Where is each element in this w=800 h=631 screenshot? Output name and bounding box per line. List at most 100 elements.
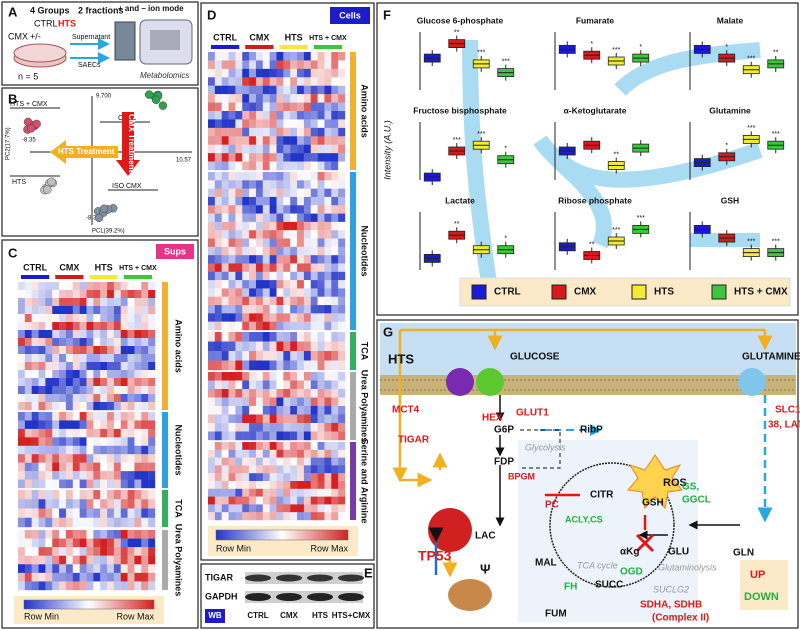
heatmap-cell	[45, 508, 53, 518]
heatmap-cell	[86, 437, 94, 446]
heatmap-cell	[127, 445, 135, 455]
heatmap-cell	[283, 442, 291, 450]
heatmap-cell	[303, 255, 311, 264]
heatmap-cell	[324, 288, 332, 297]
heatmap-cell	[276, 205, 284, 214]
blot-band	[245, 574, 271, 582]
heatmap-cell	[276, 406, 284, 415]
heatmap-cell	[228, 457, 236, 466]
heatmap-cell	[269, 288, 277, 297]
heatmap-cell	[113, 354, 121, 363]
heatmap-cell	[331, 488, 339, 497]
heatmap-cell	[134, 462, 142, 472]
heatmap-cell	[107, 370, 115, 379]
heatmap-cell	[283, 119, 291, 129]
heatmap-cell	[120, 370, 128, 379]
heatmap-cell	[262, 380, 270, 390]
label: C	[8, 245, 18, 260]
heatmap-cell	[52, 330, 60, 339]
heatmap-cell	[221, 77, 229, 86]
heatmap-cell	[290, 389, 298, 398]
heatmap-cell	[290, 180, 298, 189]
heatmap-cell	[79, 428, 87, 438]
heatmap-cell	[45, 412, 53, 421]
heatmap-cell	[59, 282, 67, 291]
heatmap-cell	[214, 161, 222, 171]
heatmap-cell	[113, 499, 121, 509]
heatmap-cell	[324, 332, 332, 342]
heatmap-cell	[100, 306, 108, 315]
heatmap-cell	[38, 346, 46, 355]
heatmap-cell	[93, 462, 101, 472]
pathway-label: UP	[750, 569, 765, 581]
heatmap-cell	[113, 508, 121, 518]
heatmap-cell	[228, 389, 236, 398]
heatmap-cell	[24, 490, 32, 500]
heatmap-cell	[86, 314, 94, 323]
heatmap-cell	[148, 499, 156, 509]
heatmap-cell	[262, 442, 270, 450]
heatmap-cell	[120, 394, 128, 403]
heatmap-cell	[18, 564, 26, 574]
heatmap-cell	[283, 473, 291, 482]
heatmap-cell	[310, 351, 318, 361]
legend-swatch	[631, 284, 647, 300]
heatmap-cell	[303, 102, 311, 112]
heatmap-cell	[24, 471, 32, 480]
heatmap-cell	[297, 488, 305, 497]
heatmap-cell	[310, 102, 318, 112]
heatmap-cell	[235, 68, 243, 78]
heatmap-cell	[134, 445, 142, 455]
heatmap-cell	[269, 127, 277, 137]
heatmap-cell	[79, 362, 87, 371]
heatmap-cell	[113, 338, 121, 347]
heatmap-cell	[18, 298, 26, 307]
heatmap-cell	[86, 454, 94, 463]
heatmap-cell	[72, 508, 80, 518]
class-label: TCA	[174, 499, 184, 518]
heatmap-cell	[283, 313, 291, 322]
heatmap-cell	[65, 322, 73, 331]
heatmap-cell	[79, 517, 87, 528]
heatmap-cell	[290, 512, 298, 521]
plot-title: GSH	[721, 195, 739, 205]
heatmap-cell	[127, 306, 135, 315]
heatmap-cell	[331, 205, 339, 214]
heatmap-cell	[79, 437, 87, 446]
heatmap-cell	[249, 473, 257, 482]
heatmap-cell	[228, 380, 236, 390]
heatmap-cell	[331, 442, 339, 450]
heatmap-cell	[134, 564, 142, 574]
heatmap-cell	[235, 423, 243, 432]
heatmap-cell	[228, 136, 236, 145]
heatmap-cell	[310, 196, 318, 206]
group-bar	[21, 275, 50, 279]
heatmap-cell	[86, 479, 94, 489]
heatmap-cell	[228, 406, 236, 415]
heatmap-cell	[310, 457, 318, 466]
heatmap-cell	[297, 389, 305, 398]
heatmap-cell	[65, 530, 73, 539]
heatmap-cell	[38, 555, 46, 565]
circle-shape	[476, 368, 504, 396]
heatmap-cell	[235, 465, 243, 474]
heatmap-cell	[141, 437, 149, 446]
heatmap-cell	[242, 213, 250, 223]
heatmap-cell	[249, 246, 257, 256]
label: TIGAR	[205, 572, 233, 582]
heatmap-cell	[338, 380, 346, 390]
heatmap-cell	[141, 490, 149, 500]
heatmap-cell	[283, 221, 291, 231]
heatmap-cell	[324, 85, 332, 95]
heatmap-cell	[148, 538, 156, 548]
heatmap-cell	[242, 512, 250, 521]
heatmap-cell	[127, 290, 135, 299]
heatmap-cell	[72, 306, 80, 315]
heatmap-cell	[72, 394, 80, 403]
heatmap-cell	[262, 397, 270, 407]
heatmap-cell	[113, 581, 121, 591]
heatmap-cell	[141, 322, 149, 331]
heatmap-cell	[324, 119, 332, 129]
heatmap-cell	[262, 465, 270, 474]
heatmap-cell	[324, 196, 332, 206]
